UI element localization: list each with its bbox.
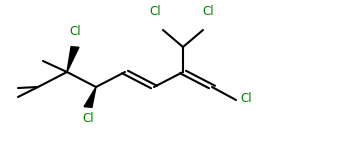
Polygon shape <box>67 47 79 72</box>
Text: Cl: Cl <box>202 5 214 18</box>
Text: Cl: Cl <box>82 112 94 125</box>
Text: Cl: Cl <box>69 25 81 38</box>
Polygon shape <box>84 87 96 107</box>
Text: Cl: Cl <box>240 92 252 104</box>
Text: Cl: Cl <box>149 5 161 18</box>
